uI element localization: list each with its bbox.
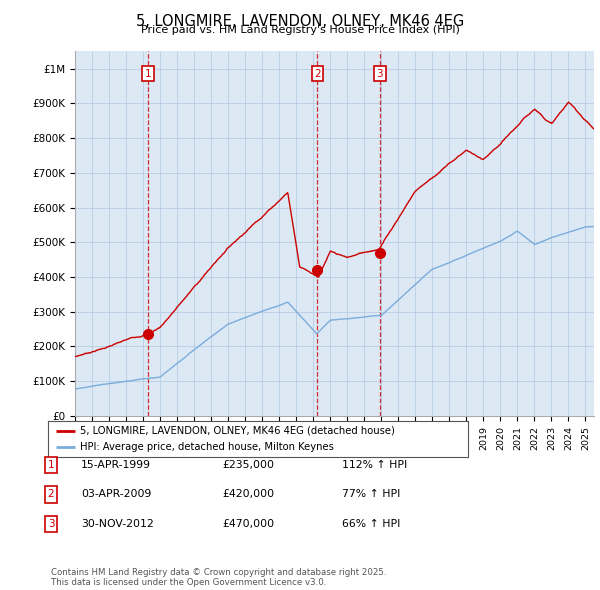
Text: 66% ↑ HPI: 66% ↑ HPI [342, 519, 400, 529]
Text: £470,000: £470,000 [222, 519, 274, 529]
Text: 30-NOV-2012: 30-NOV-2012 [81, 519, 154, 529]
Text: 3: 3 [377, 68, 383, 78]
Text: Price paid vs. HM Land Registry's House Price Index (HPI): Price paid vs. HM Land Registry's House … [140, 25, 460, 35]
Text: 77% ↑ HPI: 77% ↑ HPI [342, 490, 400, 499]
Text: Contains HM Land Registry data © Crown copyright and database right 2025.
This d: Contains HM Land Registry data © Crown c… [51, 568, 386, 587]
Text: 2: 2 [314, 68, 321, 78]
Text: 03-APR-2009: 03-APR-2009 [81, 490, 151, 499]
Text: 3: 3 [47, 519, 55, 529]
Text: 15-APR-1999: 15-APR-1999 [81, 460, 151, 470]
Text: 112% ↑ HPI: 112% ↑ HPI [342, 460, 407, 470]
Text: £235,000: £235,000 [222, 460, 274, 470]
Text: 5, LONGMIRE, LAVENDON, OLNEY, MK46 4EG: 5, LONGMIRE, LAVENDON, OLNEY, MK46 4EG [136, 14, 464, 29]
Text: 2: 2 [47, 490, 55, 499]
Text: 1: 1 [47, 460, 55, 470]
Text: HPI: Average price, detached house, Milton Keynes: HPI: Average price, detached house, Milt… [79, 442, 334, 453]
Text: 1: 1 [145, 68, 151, 78]
Text: 5, LONGMIRE, LAVENDON, OLNEY, MK46 4EG (detached house): 5, LONGMIRE, LAVENDON, OLNEY, MK46 4EG (… [79, 425, 394, 435]
Text: £420,000: £420,000 [222, 490, 274, 499]
